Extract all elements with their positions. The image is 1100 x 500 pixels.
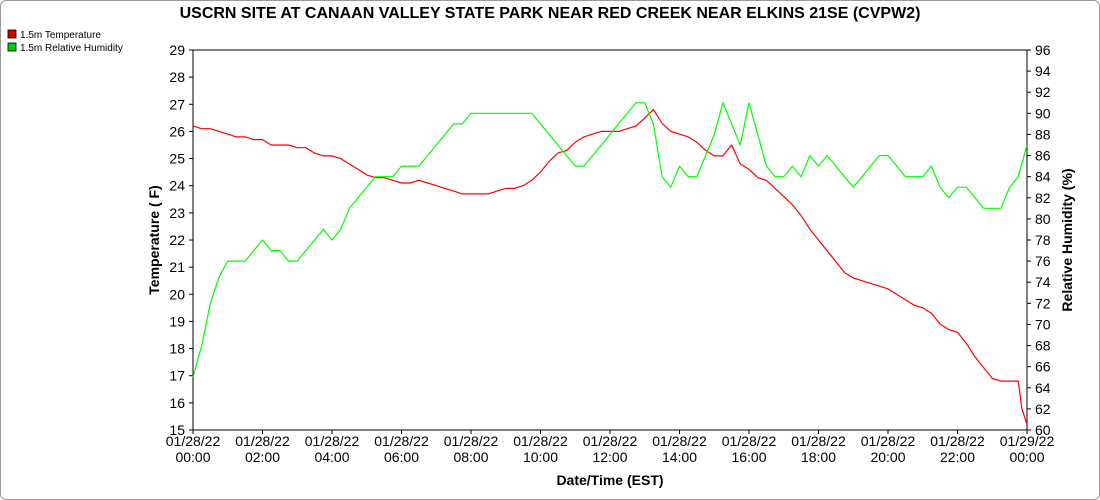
x-tick-label-date: 01/28/22 (444, 433, 499, 449)
legend-swatch-temperature (7, 29, 17, 39)
y-axis-title-left: Temperature ( F) (146, 185, 162, 294)
y-tick-label-right: 66 (1035, 359, 1051, 375)
y-tick-label-left: 18 (169, 341, 185, 357)
y-tick-label-right: 96 (1035, 42, 1051, 58)
y-tick-label-right: 88 (1035, 126, 1051, 142)
x-tick-label-time: 22:00 (940, 449, 975, 465)
x-tick-label-date: 01/28/22 (235, 433, 290, 449)
y-tick-label-left: 16 (169, 395, 185, 411)
y-tick-label-right: 64 (1035, 380, 1051, 396)
y-tick-label-right: 68 (1035, 338, 1051, 354)
y-tick-label-right: 78 (1035, 232, 1051, 248)
legend: 1.5m Temperature 1.5m Relative Humidity (7, 29, 123, 54)
x-tick-label-date: 01/29/22 (1000, 433, 1055, 449)
y-tick-label-right: 62 (1035, 401, 1051, 417)
x-tick-label-time: 06:00 (384, 449, 419, 465)
y-tick-label-left: 28 (169, 69, 185, 85)
x-tick-label-date: 01/28/22 (166, 433, 221, 449)
y-axis-left: 15 16 17 18 19 20 21 22 23 24 25 26 27 28 29 (169, 42, 193, 438)
x-tick-label-date: 01/28/22 (305, 433, 360, 449)
y-tick-label-right: 70 (1035, 316, 1051, 332)
x-tick-label-time: 12:00 (592, 449, 627, 465)
y-tick-label-left: 27 (169, 96, 185, 112)
temperature-series-line (192, 109, 1028, 425)
x-tick-label-time: 00:00 (1009, 449, 1044, 465)
x-tick-label-date: 01/28/22 (722, 433, 777, 449)
y-axis-title-right: Relative Humidity (%) (1059, 168, 1075, 311)
plot-area (192, 49, 1028, 431)
x-tick-label-date: 01/28/22 (930, 433, 985, 449)
x-tick-label-time: 14:00 (662, 449, 697, 465)
x-tick-label-time: 20:00 (870, 449, 905, 465)
series-lines (192, 102, 1028, 425)
x-tick-label-time: 02:00 (245, 449, 280, 465)
humidity-series-line (192, 102, 1028, 378)
y-tick-label-left: 17 (169, 368, 185, 384)
x-tick-label-time: 08:00 (453, 449, 488, 465)
y-tick-label-left: 29 (169, 42, 185, 58)
x-tick-label-time: 18:00 (801, 449, 836, 465)
y-tick-label-left: 15 (169, 422, 185, 438)
x-tick-label-time: 16:00 (731, 449, 766, 465)
x-tick-label-date: 01/28/22 (583, 433, 638, 449)
x-tick-label-date: 01/28/22 (513, 433, 568, 449)
y-tick-label-left: 23 (169, 205, 185, 221)
legend-label-temperature: 1.5m Temperature (20, 30, 101, 41)
x-tick-label-date: 01/28/22 (861, 433, 916, 449)
y-tick-label-left: 26 (169, 123, 185, 139)
y-tick-label-left: 21 (169, 259, 185, 275)
y-tick-label-left: 25 (169, 151, 185, 167)
y-tick-label-right: 60 (1035, 422, 1051, 438)
y-tick-label-right: 74 (1035, 274, 1051, 290)
x-tick-label-time: 00:00 (175, 449, 210, 465)
y-tick-label-left: 22 (169, 232, 185, 248)
legend-swatch-humidity (7, 42, 17, 52)
y-tick-label-right: 90 (1035, 105, 1051, 121)
chart-title: USCRN SITE AT CANAAN VALLEY STATE PARK N… (180, 5, 921, 22)
y-tick-label-right: 84 (1035, 169, 1051, 185)
x-tick-label-date: 01/28/22 (791, 433, 846, 449)
y-tick-label-left: 19 (169, 313, 185, 329)
x-tick-label-date: 01/28/22 (652, 433, 707, 449)
x-tick-label-time: 10:00 (523, 449, 558, 465)
y-tick-label-right: 76 (1035, 253, 1051, 269)
y-tick-label-right: 94 (1035, 63, 1051, 79)
x-axis-title: Date/Time (EST) (556, 472, 663, 488)
y-tick-label-right: 92 (1035, 84, 1051, 100)
y-tick-label-left: 24 (169, 178, 185, 194)
x-tick-label-date: 01/28/22 (374, 433, 429, 449)
y-tick-label-right: 86 (1035, 148, 1051, 164)
y-tick-label-right: 80 (1035, 211, 1051, 227)
y-axis-right: 60 62 64 66 68 70 72 74 76 78 80 82 84 86 88 90 92 94 96 (1027, 42, 1051, 438)
x-axis: 01/28/2200:0001/28/2202:0001/28/2204:000… (166, 430, 1055, 465)
legend-label-humidity: 1.5m Relative Humidity (20, 43, 123, 54)
y-tick-label-left: 20 (169, 286, 185, 302)
x-tick-label-time: 04:00 (314, 449, 349, 465)
y-tick-label-right: 72 (1035, 295, 1051, 311)
y-tick-label-right: 82 (1035, 190, 1051, 206)
